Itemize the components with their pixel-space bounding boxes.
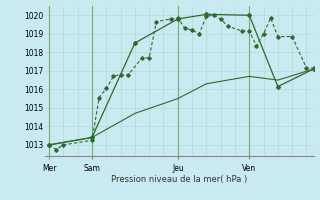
X-axis label: Pression niveau de la mer( hPa ): Pression niveau de la mer( hPa ) — [111, 175, 247, 184]
